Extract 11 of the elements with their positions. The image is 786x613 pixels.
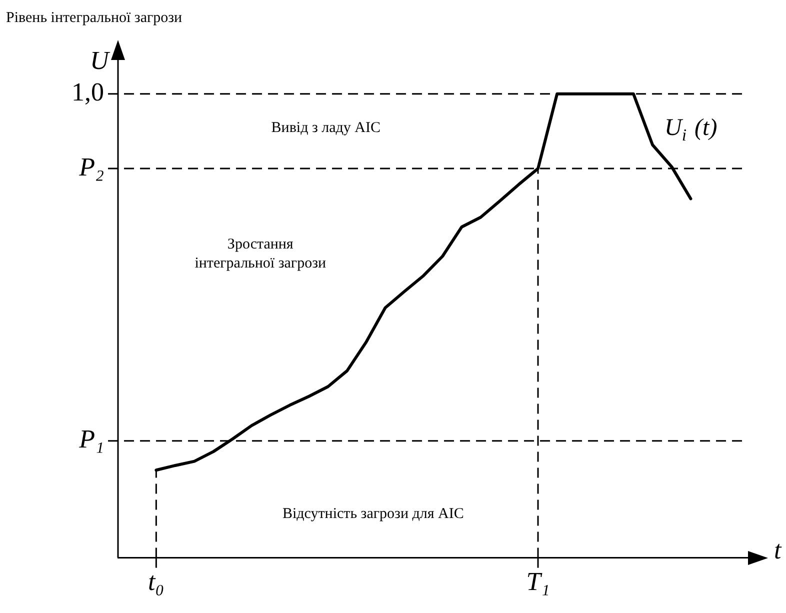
x-tick-label: T₁: [526, 567, 550, 596]
annotation: Зростання інтегральної загрози: [194, 236, 326, 272]
annotation: Вивід з ладу AIC: [271, 120, 380, 136]
x-tick-label: t₀: [148, 567, 164, 596]
ref-line-label: P₁: [78, 424, 104, 454]
ref-line-label: P₂: [78, 152, 104, 182]
y-axis-title: U: [90, 46, 111, 75]
ref-line-label: 1,0: [72, 78, 104, 107]
x-axis-title: t: [774, 536, 782, 565]
chart-title: Рівень інтегральної загрози: [6, 10, 182, 27]
annotation: Відсутність загрози для AIC: [282, 506, 464, 522]
